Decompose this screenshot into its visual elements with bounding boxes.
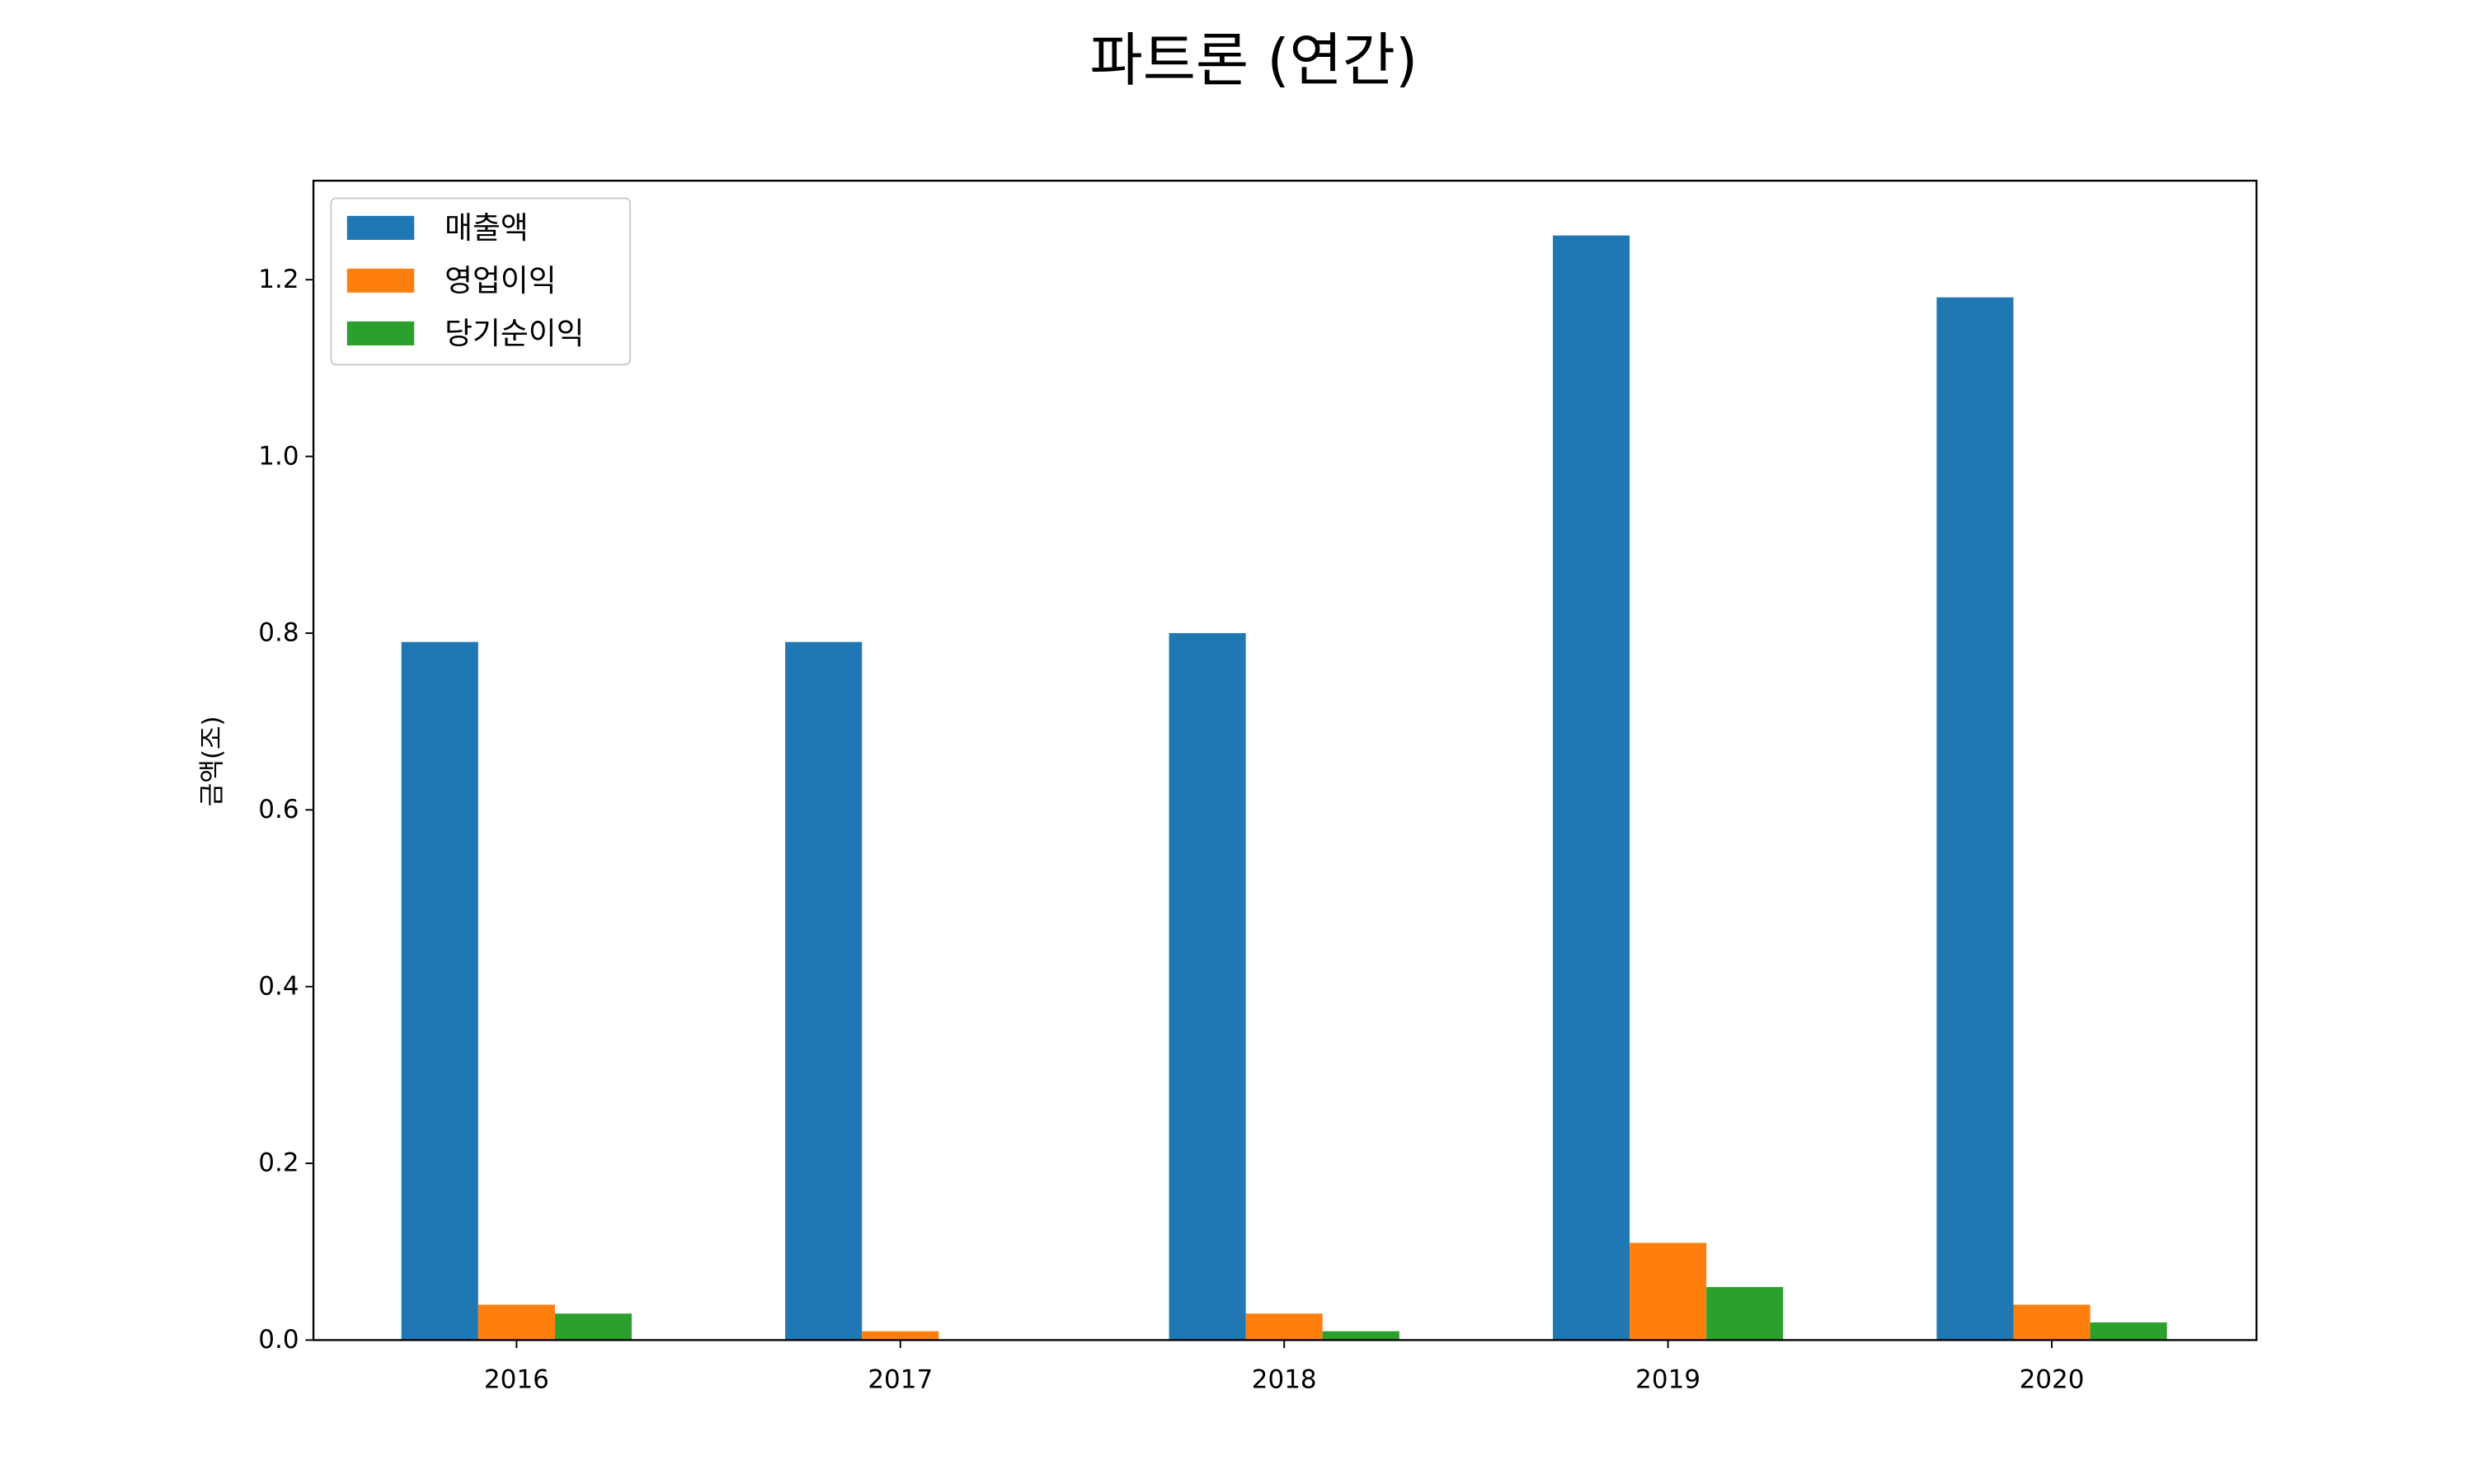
y-tick-label: 0.0 — [258, 1325, 299, 1355]
y-tick-label: 0.4 — [258, 971, 299, 1001]
bar — [1630, 1242, 1707, 1341]
y-tick-label: 0.2 — [258, 1148, 299, 1178]
legend-swatch — [346, 215, 415, 240]
x-tick-label: 2020 — [2020, 1365, 2085, 1395]
legend-swatch — [346, 268, 415, 293]
y-tick-label: 0.6 — [258, 795, 299, 824]
legend-label: 매출액 — [444, 210, 529, 246]
bar — [401, 641, 478, 1341]
bar — [554, 1313, 632, 1341]
bar — [2090, 1322, 2167, 1341]
bar — [1322, 1331, 1399, 1341]
plot-frame — [312, 180, 2258, 1341]
y-tick-label: 0.8 — [258, 618, 299, 648]
bar — [1552, 235, 1630, 1341]
bar — [2013, 1304, 2091, 1341]
y-axis-label: 금액(조) — [198, 716, 228, 806]
bar — [1169, 632, 1246, 1341]
x-tick-label: 2019 — [1635, 1365, 1700, 1395]
chart-title: 파트론 (연간) — [1089, 27, 1418, 94]
x-tick-label: 2017 — [868, 1365, 933, 1395]
x-tick-label: 2018 — [1252, 1365, 1317, 1395]
bar — [1706, 1287, 1784, 1341]
y-tick-label: 1.2 — [258, 265, 299, 294]
bar — [1245, 1313, 1323, 1341]
legend-label: 당기순이익 — [444, 316, 584, 351]
bar — [1936, 297, 2014, 1341]
bar — [785, 641, 863, 1341]
legend-swatch — [346, 321, 415, 345]
y-tick-label: 1.0 — [258, 441, 299, 471]
x-tick-label: 2016 — [484, 1365, 549, 1395]
legend-label: 영업이익 — [444, 263, 557, 298]
bar — [862, 1331, 939, 1341]
bar — [477, 1304, 555, 1341]
